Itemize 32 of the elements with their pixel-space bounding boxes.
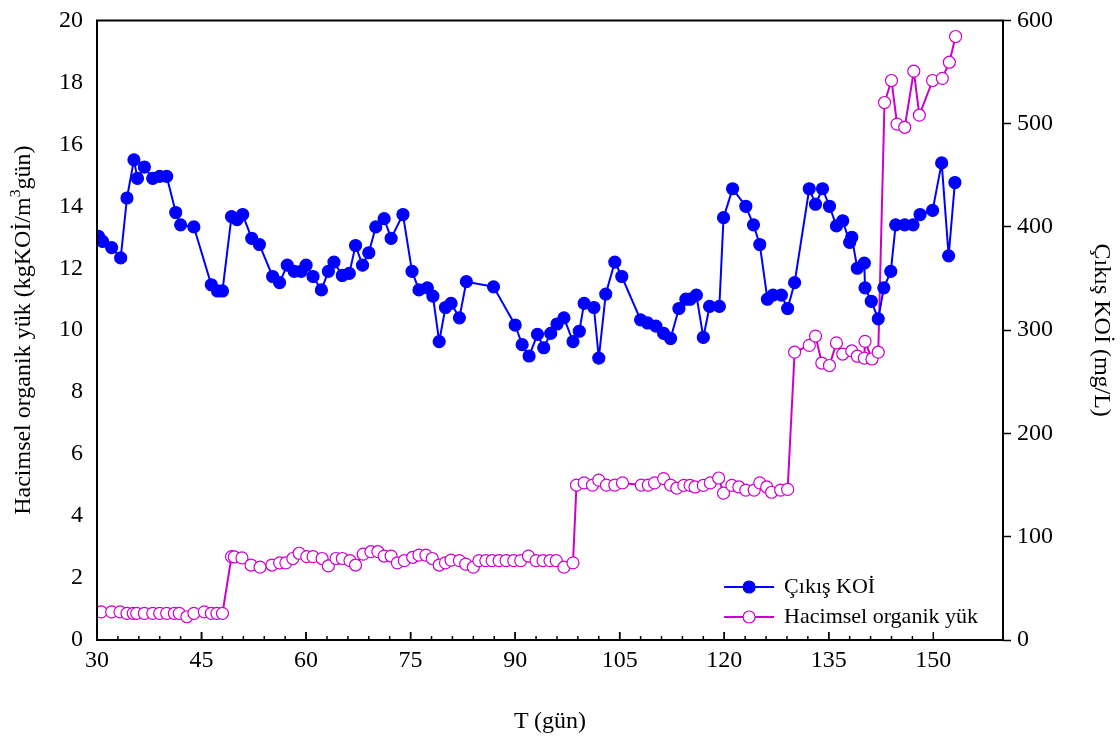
x-tick-label: 60 bbox=[294, 645, 319, 672]
x-tick-label: 150 bbox=[915, 645, 952, 672]
y-tick-label: 12 bbox=[59, 253, 83, 280]
y2-tick-label: 200 bbox=[1017, 418, 1053, 445]
y-tick-label: 2 bbox=[71, 563, 83, 590]
legend-label: Çıkış KOİ bbox=[784, 572, 876, 598]
y2-tick-label: 600 bbox=[1017, 5, 1053, 32]
x-tick-label: 135 bbox=[810, 645, 847, 672]
y-tick-label: 6 bbox=[71, 439, 83, 466]
y-tick-label: 20 bbox=[59, 5, 83, 32]
y-tick-label: 4 bbox=[71, 501, 83, 528]
y2-tick-label: 300 bbox=[1017, 315, 1053, 342]
y2-tick-label: 400 bbox=[1017, 212, 1053, 239]
x-tick-label: 30 bbox=[85, 645, 109, 672]
legend-label: Hacimsel organik yük bbox=[784, 602, 978, 628]
x-axis-title: T (gün) bbox=[513, 706, 587, 733]
y-axis-title: Hacimsel organik yük (kgKOİ/m3gün) bbox=[5, 145, 36, 515]
y2-tick-label: 500 bbox=[1017, 108, 1053, 135]
y-tick-label: 16 bbox=[59, 129, 83, 156]
y-tick-label: 14 bbox=[59, 191, 83, 218]
y2-axis-title: Çıkış KOİ (mg/L) bbox=[1090, 243, 1117, 417]
y-tick-label: 10 bbox=[59, 315, 83, 342]
x-tick-label: 90 bbox=[503, 645, 528, 672]
y-tick-label: 8 bbox=[71, 377, 83, 404]
y-tick-label: 0 bbox=[71, 625, 83, 652]
y2-tick-label: 0 bbox=[1017, 625, 1029, 652]
x-tick-label: 105 bbox=[601, 645, 638, 672]
x-tick-label: 120 bbox=[706, 645, 743, 672]
y2-tick-label: 100 bbox=[1017, 522, 1053, 549]
x-tick-label: 45 bbox=[189, 645, 214, 672]
y-tick-label: 18 bbox=[59, 67, 83, 94]
x-tick-label: 75 bbox=[398, 645, 423, 672]
